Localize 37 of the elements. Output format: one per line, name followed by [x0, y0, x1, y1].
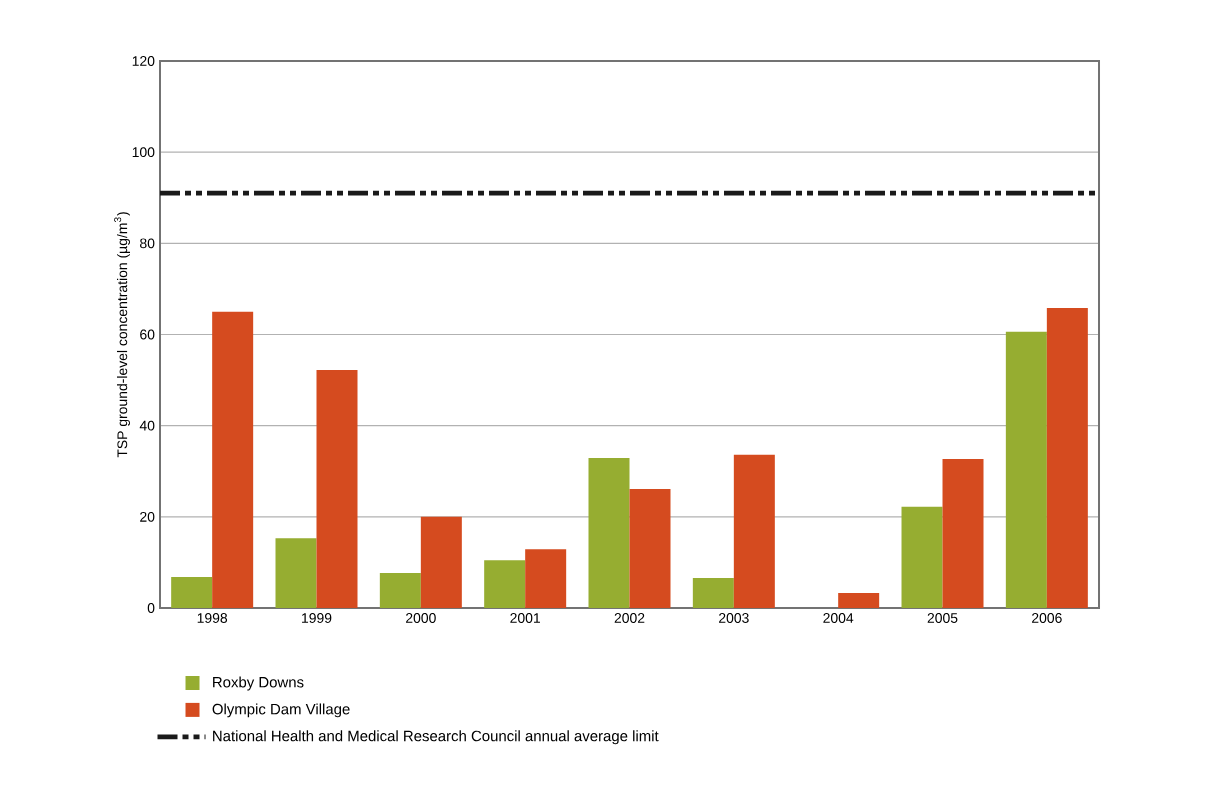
- y-tick-label: 80: [140, 238, 155, 249]
- bar: [379, 572, 421, 608]
- x-tick-label: 2000: [406, 613, 436, 623]
- y-tick-label: 120: [132, 56, 155, 66]
- bar: [588, 458, 630, 608]
- bar: [942, 458, 984, 608]
- bar: [692, 577, 734, 608]
- bar: [733, 454, 775, 608]
- bar: [275, 538, 317, 608]
- bar: [484, 560, 526, 608]
- x-tick-label: 2001: [510, 613, 540, 623]
- x-tick-label: 2005: [927, 613, 958, 623]
- y-tick-label: 100: [132, 147, 155, 158]
- y-axis-title: TSP ground-level concentration (µg/m$^{3}$): [114, 212, 130, 458]
- bar: [1046, 308, 1088, 608]
- bar: [1005, 331, 1047, 608]
- y-tick-label: 0: [147, 603, 155, 613]
- legend-label: Olympic Dam Village: [212, 703, 350, 718]
- bar: [171, 577, 213, 608]
- bar: [212, 311, 254, 608]
- x-tick-label: 2004: [823, 613, 854, 623]
- bar: [525, 549, 567, 608]
- legend-label: National Health and Medical Research Council annual average limit: [213, 730, 659, 745]
- y-tick-label: 20: [140, 511, 155, 522]
- bar: [838, 592, 880, 608]
- legend-label: Roxby Downs: [213, 676, 304, 691]
- x-tick-label: 2006: [1032, 613, 1062, 623]
- bar: [629, 489, 671, 608]
- y-tick-label: 40: [139, 420, 155, 431]
- bar: [316, 370, 358, 608]
- x-tick-label: 1999: [302, 613, 332, 623]
- x-tick-label: 1998: [197, 613, 228, 623]
- x-tick-label: 2003: [719, 613, 749, 623]
- bar: [420, 516, 462, 608]
- bar: [901, 506, 943, 608]
- x-tick-label: 2002: [614, 613, 645, 623]
- y-tick-label: 60: [140, 329, 155, 340]
